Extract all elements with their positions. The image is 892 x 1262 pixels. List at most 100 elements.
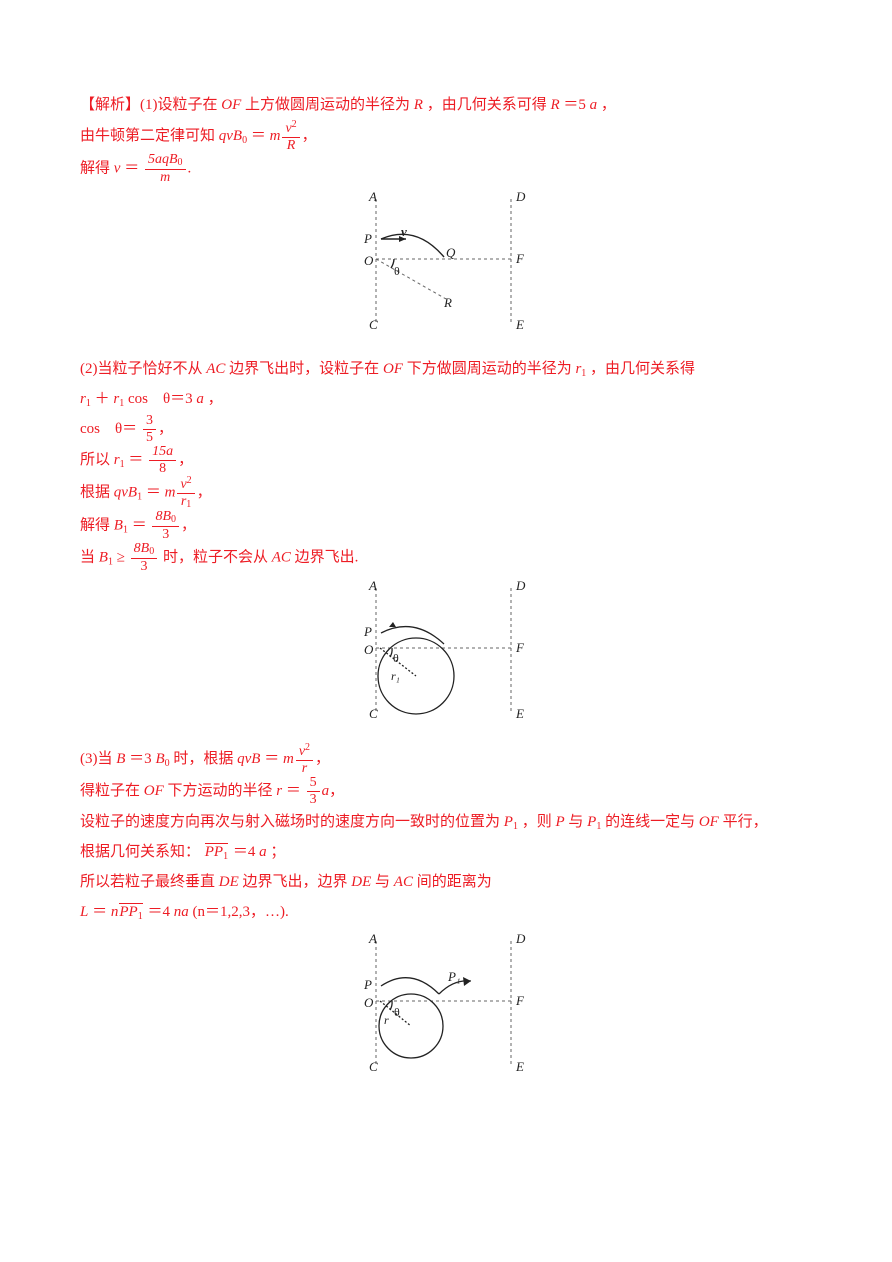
lbl: C	[369, 317, 378, 332]
lbl: v	[401, 224, 407, 239]
t: 与	[568, 814, 583, 830]
t: ＝4	[233, 844, 256, 860]
t: 5	[307, 776, 320, 792]
t: ，	[197, 485, 212, 501]
t: 3	[143, 414, 156, 430]
t: (n＝1,2,3，…).	[192, 904, 288, 920]
t: ，	[208, 391, 223, 407]
t: 平行，	[723, 814, 768, 830]
t: 解得	[80, 518, 110, 534]
t: qvB	[219, 128, 242, 144]
t: ＝	[128, 452, 143, 468]
t: OF	[699, 814, 719, 830]
t: 2	[305, 742, 310, 753]
para-11: (3)当 B ＝3 B0 时，根据 qvB ＝ mv2r，	[80, 743, 812, 776]
t: P	[587, 814, 596, 830]
lbl: F	[515, 993, 525, 1008]
t: 3	[152, 527, 179, 542]
t: 3	[131, 559, 158, 574]
t: 3	[307, 792, 320, 807]
t: .	[188, 160, 192, 176]
t: 8B	[155, 509, 171, 524]
t: ；	[270, 844, 285, 860]
para-10: 当 B1 ≥ 8B03 时，粒子不会从 AC 边界飞出.	[80, 542, 812, 574]
lbl: P	[363, 977, 372, 992]
t: ＝3	[129, 751, 152, 767]
lbl: E	[515, 1059, 524, 1074]
t: na	[174, 904, 189, 920]
t: 1	[120, 459, 125, 470]
t: ＝	[124, 160, 139, 176]
lbl: O	[364, 642, 374, 657]
figure-1: A C D E F P O Q R v θ	[80, 189, 812, 350]
t: DE	[219, 874, 239, 890]
lbl: θ	[394, 1005, 400, 1019]
t: 边界飞出.	[295, 550, 359, 566]
t: 得粒子在	[80, 783, 140, 799]
t: m	[270, 128, 281, 144]
lbl: P₁	[447, 969, 460, 984]
lbl: O	[364, 253, 374, 268]
para-3: 解得 v ＝ 5aqB0 m .	[80, 153, 812, 185]
t: 根据	[80, 485, 110, 501]
lbl: C	[369, 1059, 378, 1074]
para-15: 所以若粒子最终垂直 DE 边界飞出，边界 DE 与 AC 间的距离为	[80, 867, 812, 897]
lbl: R	[443, 295, 452, 310]
t: qvB	[114, 485, 137, 501]
t: r	[296, 761, 313, 776]
para-2: 由牛顿第二定律可知 qvB0 ＝ mv2R，	[80, 120, 812, 153]
lbl: F	[515, 251, 525, 266]
t: ＝	[132, 518, 147, 534]
t: 设粒子的速度方向再次与射入磁场时的速度方向一致时的位置为	[80, 814, 500, 830]
lbl: E	[515, 706, 524, 721]
t: m	[145, 170, 186, 185]
t: 由牛顿第二定律可知	[80, 128, 215, 144]
t: 1	[596, 821, 601, 832]
t: (3)当	[80, 751, 113, 767]
t: 【解析】(1)设粒子在	[80, 97, 218, 113]
para-14: 根据几何关系知： PP1 ＝4 a ；	[80, 837, 812, 867]
t: 时，根据	[173, 751, 233, 767]
figure-2: A C D E F P O θ r₁	[80, 578, 812, 739]
t: 边界飞出，边界	[243, 874, 348, 890]
t: L	[80, 904, 88, 920]
t: B	[155, 751, 164, 767]
t: 2	[187, 475, 192, 486]
t: ，	[601, 97, 616, 113]
t: 0	[242, 135, 247, 146]
t: 15a	[149, 445, 176, 461]
para-1: 【解析】(1)设粒子在 OF 上方做圆周运动的半径为 R ，由几何关系可得 R …	[80, 90, 812, 120]
para-4: (2)当粒子恰好不从 AC 边界飞出时，设粒子在 OF 下方做圆周运动的半径为 …	[80, 354, 812, 384]
t: ，	[329, 783, 344, 799]
t: (2)当粒子恰好不从	[80, 361, 203, 377]
t: 0	[171, 514, 176, 525]
t: DE	[351, 874, 371, 890]
t: ＝	[264, 751, 279, 767]
t: 边界飞出时，设粒子在	[229, 361, 379, 377]
t: 1	[223, 851, 228, 862]
lbl: O	[364, 995, 374, 1010]
overline: PP1	[205, 843, 228, 862]
t: 所以若粒子最终垂直	[80, 874, 215, 890]
lbl: P	[363, 624, 372, 639]
t: 1	[137, 492, 142, 503]
para-6: cos θ＝ 35，	[80, 414, 812, 445]
solution-page: 【解析】(1)设粒子在 OF 上方做圆周运动的半径为 R ，由几何关系可得 R …	[0, 0, 892, 1262]
fraction: 35	[143, 414, 156, 445]
fraction: v2R	[282, 120, 299, 153]
lbl: A	[368, 578, 377, 593]
lbl: F	[515, 640, 525, 655]
t: 下方运动的半径	[168, 783, 273, 799]
t: 上方做圆周运动的半径为	[245, 97, 410, 113]
t: 与	[375, 874, 390, 890]
t: AC	[272, 550, 291, 566]
t: 当	[80, 550, 95, 566]
t: 根据几何关系知：	[80, 844, 200, 860]
t: B	[99, 550, 108, 566]
fraction: 53	[307, 776, 320, 807]
t: PP	[119, 904, 137, 920]
t: cos θ＝	[80, 421, 137, 437]
t: ，则	[522, 814, 552, 830]
t: 时，粒子不会从	[163, 550, 268, 566]
t: R	[414, 97, 423, 113]
